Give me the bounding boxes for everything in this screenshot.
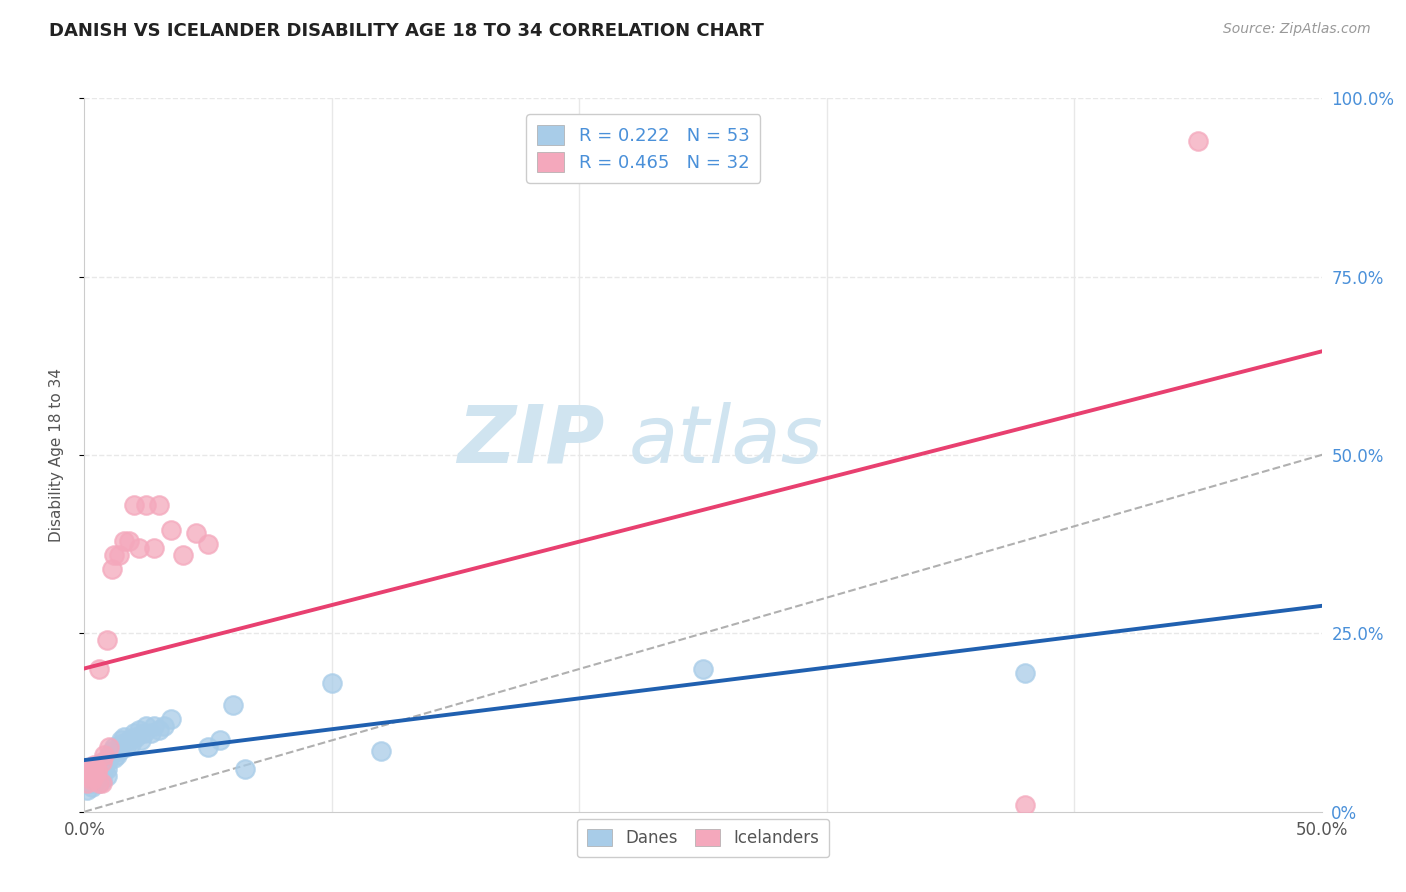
Point (108, 744, 131, 758)
Point (93, 762, 115, 776)
Point (90, 758, 112, 772)
Point (112, 730, 135, 744)
Point (89, 762, 111, 776)
Point (89, 769, 111, 783)
Point (90, 776, 112, 790)
Point (148, 723, 170, 737)
Point (103, 751, 125, 765)
Point (93, 747, 115, 762)
Point (98, 751, 121, 765)
Point (86, 762, 108, 776)
Point (128, 541, 150, 555)
Point (209, 733, 232, 747)
Point (89, 662, 111, 676)
Point (79, 776, 101, 790)
Legend: Danes, Icelanders: Danes, Icelanders (576, 819, 830, 857)
Point (80, 772, 103, 787)
Point (76, 776, 98, 790)
Point (100, 562, 122, 576)
Point (141, 726, 163, 740)
Text: atlas: atlas (628, 401, 824, 480)
Point (79, 769, 101, 783)
Point (96, 633, 118, 648)
Point (98, 740, 121, 755)
Point (100, 744, 122, 758)
Point (184, 526, 207, 541)
Point (135, 498, 157, 512)
Point (90, 772, 112, 787)
Text: DANISH VS ICELANDER DISABILITY AGE 18 TO 34 CORRELATION CHART: DANISH VS ICELANDER DISABILITY AGE 18 TO… (49, 22, 763, 40)
Point (83, 758, 105, 772)
Point (118, 733, 141, 747)
Point (118, 533, 141, 548)
Point (83, 762, 105, 776)
Point (79, 769, 101, 783)
Point (160, 712, 183, 726)
Point (80, 765, 103, 780)
Point (321, 676, 343, 690)
Point (1187, 134, 1209, 148)
Point (86, 772, 108, 787)
Point (142, 719, 165, 733)
Point (103, 548, 125, 562)
Point (96, 762, 118, 776)
Point (122, 726, 145, 740)
Point (370, 744, 392, 758)
Point (160, 523, 183, 537)
Point (110, 733, 132, 747)
Point (83, 769, 105, 783)
Point (89, 776, 111, 790)
Point (90, 755, 112, 769)
Point (120, 737, 142, 751)
Point (98, 747, 121, 762)
Point (132, 726, 155, 740)
Point (110, 737, 132, 751)
Point (105, 747, 128, 762)
Point (222, 698, 245, 712)
Point (233, 762, 256, 776)
Point (115, 740, 138, 755)
Point (692, 662, 714, 676)
Point (96, 755, 118, 769)
Point (76, 783, 98, 797)
Point (152, 719, 174, 733)
Text: Source: ZipAtlas.com: Source: ZipAtlas.com (1223, 22, 1371, 37)
Point (172, 548, 194, 562)
Point (122, 498, 145, 512)
Point (129, 733, 152, 747)
Point (89, 776, 111, 790)
Point (125, 730, 148, 744)
Point (197, 537, 219, 551)
Point (1014, 797, 1036, 812)
Point (135, 719, 157, 733)
Point (103, 740, 125, 755)
Point (79, 762, 101, 776)
Point (96, 769, 118, 783)
Point (86, 765, 108, 780)
Point (93, 755, 115, 769)
Point (142, 541, 165, 555)
Point (80, 780, 103, 794)
Y-axis label: Disability Age 18 to 34: Disability Age 18 to 34 (49, 368, 63, 542)
Point (80, 765, 103, 780)
Point (86, 765, 108, 780)
Point (112, 533, 135, 548)
Point (90, 765, 112, 780)
Point (128, 723, 150, 737)
Point (197, 740, 219, 755)
Point (148, 498, 170, 512)
Point (83, 769, 105, 783)
Point (108, 548, 131, 562)
Text: ZIP: ZIP (457, 401, 605, 480)
Point (1014, 665, 1036, 680)
Point (83, 776, 105, 790)
